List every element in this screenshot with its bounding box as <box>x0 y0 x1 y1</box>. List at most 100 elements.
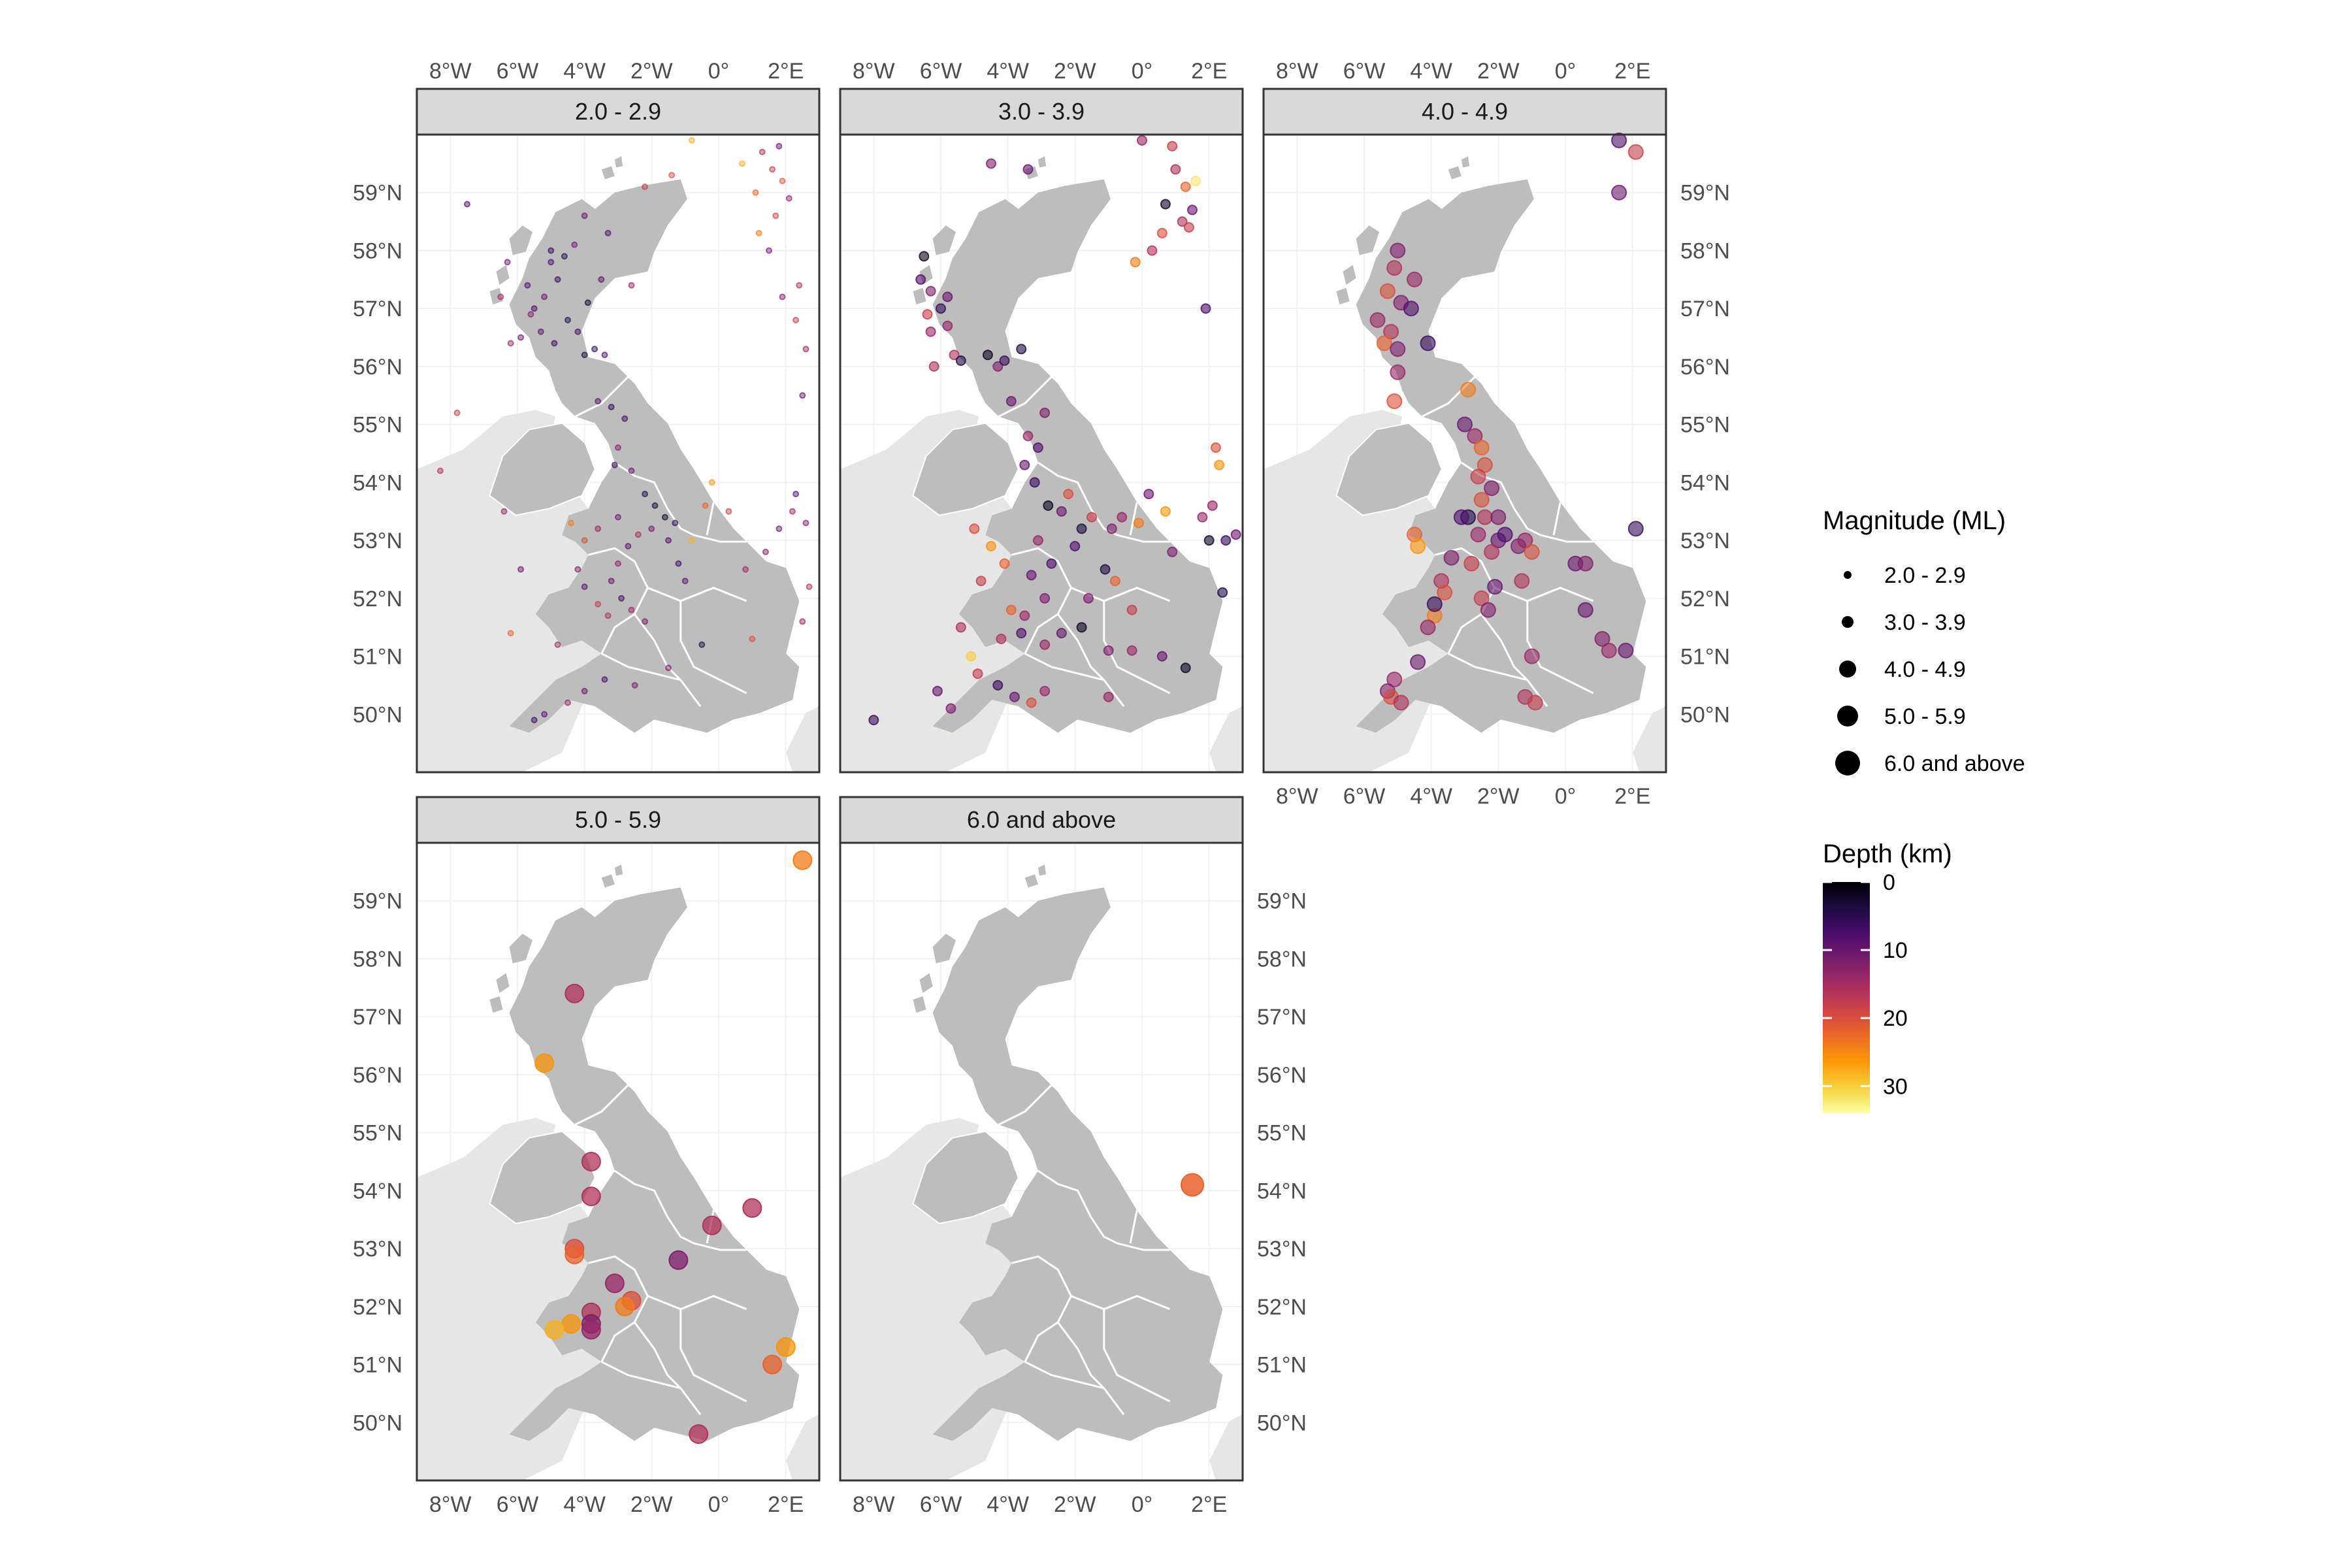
x-tick-label: 2°E <box>1191 59 1227 84</box>
earthquake-point <box>1386 393 1403 410</box>
y-tick-label: 53°N <box>353 529 402 553</box>
earthquake-point <box>1527 694 1543 711</box>
earthquake-point <box>628 467 635 474</box>
size-legend-key <box>1837 706 1858 727</box>
earthquake-point <box>534 1053 555 1073</box>
earthquake-point <box>1477 457 1493 473</box>
earthquake-point <box>1410 654 1426 670</box>
earthquake-point <box>1137 135 1147 146</box>
earthquake-point <box>1005 604 1017 615</box>
x-tick-label: 0° <box>1555 784 1576 809</box>
earthquake-point <box>999 355 1010 366</box>
earthquake-point <box>1103 691 1114 702</box>
earthquake-point <box>792 491 800 498</box>
earthquake-point <box>561 1314 581 1334</box>
earthquake-point <box>507 340 514 347</box>
earthquake-point <box>681 578 689 585</box>
earthquake-point <box>1379 283 1396 299</box>
earthquake-point <box>928 361 939 372</box>
x-tick-label: 4°W <box>563 59 606 84</box>
earthquake-point <box>1147 245 1158 256</box>
earthquake-point <box>1160 506 1171 517</box>
earthquake-point <box>725 508 732 515</box>
earthquake-point <box>1019 610 1030 621</box>
y-tick-label: 54°N <box>1257 1179 1307 1203</box>
facet-panels: 2.0 - 2.9 3.0 - 3.9 4.0 - 4.9 5.0 - 5.9 6.0 … <box>416 88 1667 1482</box>
earthquake-point <box>524 282 531 289</box>
y-tick-label: 50°N <box>1680 702 1730 727</box>
earthquake-point <box>574 566 581 573</box>
y-tick-label: 57°N <box>1680 297 1730 321</box>
earthquake-point <box>500 508 508 515</box>
earthquake-point <box>806 583 813 591</box>
earthquake-point <box>601 676 608 683</box>
earthquake-point <box>1032 535 1043 546</box>
earthquake-point <box>668 1250 689 1270</box>
earthquake-point <box>955 355 966 366</box>
earthquake-point <box>1524 648 1540 664</box>
earthquake-point <box>595 600 602 608</box>
earthquake-point <box>919 251 930 262</box>
earthquake-point <box>1029 477 1040 488</box>
earthquake-point <box>1217 587 1228 598</box>
earthquake-point <box>1457 416 1473 433</box>
y-tick-label: 51°N <box>1680 645 1730 670</box>
earthquake-point <box>604 1273 625 1294</box>
earthquake-point <box>752 189 759 196</box>
earthquake-point <box>604 612 612 619</box>
earthquake-point <box>1480 602 1496 618</box>
x-tick-label: 6°W <box>1343 59 1386 84</box>
earthquake-point <box>537 328 544 335</box>
y-tick-label: 56°N <box>1680 355 1730 380</box>
earthquake-point <box>1187 204 1198 216</box>
earthquake-point <box>755 229 762 237</box>
earthquake-point <box>749 635 756 642</box>
y-tick-label: 58°N <box>353 238 402 263</box>
earthquake-point <box>581 687 588 694</box>
earthquake-point <box>1376 335 1392 351</box>
earthquake-point <box>574 328 581 335</box>
x-tick-label: 8°W <box>1276 784 1318 809</box>
earthquake-point <box>785 195 792 202</box>
earthquake-point <box>615 444 621 451</box>
y-tick-label: 55°N <box>1680 413 1730 438</box>
earthquake-point <box>1214 459 1225 470</box>
earthquake-point <box>738 160 745 167</box>
earthquake-point <box>631 681 638 689</box>
earthquake-point <box>1197 512 1208 523</box>
earthquake-point <box>568 519 575 527</box>
x-tick-label: 0° <box>708 1492 730 1517</box>
earthquake-point <box>949 350 960 361</box>
x-tick-label: 2°E <box>1614 59 1650 84</box>
panel-points <box>868 135 1241 726</box>
earthquake-point <box>517 334 525 341</box>
earthquake-point <box>1016 628 1027 639</box>
earthquake-point <box>561 253 568 260</box>
earthquake-point <box>661 514 668 521</box>
earthquake-point <box>648 525 655 532</box>
earthquake-point <box>504 259 511 266</box>
earthquake-point <box>615 1296 635 1316</box>
earthquake-point <box>608 404 615 410</box>
earthquake-point <box>1183 222 1194 233</box>
y-tick-label: 53°N <box>1680 529 1730 553</box>
earthquake-point <box>1143 489 1154 500</box>
earthquake-point <box>942 320 953 331</box>
y-tick-label: 57°N <box>353 1005 402 1030</box>
panel-5: 6.0 and above <box>839 796 1244 1482</box>
earthquake-point <box>966 651 977 662</box>
earthquake-point <box>1490 509 1507 525</box>
earthquake-point <box>789 508 796 515</box>
y-tick-label: 50°N <box>353 702 402 727</box>
earthquake-point <box>1470 468 1486 485</box>
axis-tick-labels: 8°W 6°W 4°W 2°W 0° 2°E 8°W 6°W 4°W 2°W 0° 2°E 8°W 6°W… <box>353 59 1730 1517</box>
earthquake-point <box>1026 570 1037 581</box>
earthquake-point <box>972 668 983 679</box>
earthquake-point <box>779 293 786 301</box>
earthquake-point <box>651 502 659 509</box>
panel-4: 5.0 - 5.9 <box>416 796 821 1482</box>
earthquake-point <box>611 461 618 468</box>
panel-3: 4.0 - 4.9 <box>1262 88 1667 774</box>
earthquake-point <box>796 282 803 289</box>
earthquake-point <box>779 178 786 184</box>
